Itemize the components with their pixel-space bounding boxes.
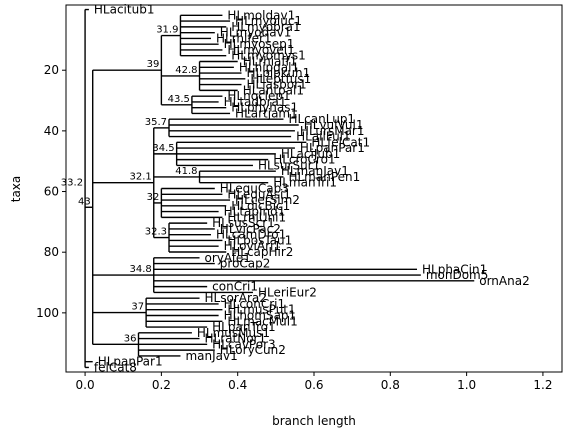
y-tick-label: 40 [44,124,59,138]
x-tick-label: 0.2 [152,378,171,392]
tip-label: ornAna2 [479,274,529,288]
tip-label: proCap2 [220,257,271,271]
tip-label: HLphyhas1 [231,101,298,115]
y-tick-label: 20 [44,63,59,77]
tip-label: monDom5 [426,268,489,282]
tip-label: HLrhiUni1 [227,210,286,224]
tip-label: HLequCab3 [220,182,289,196]
tip-label: HLmoldav1 [227,8,295,22]
tip-label: HLmusMus1 [197,326,270,340]
x-tick-label: 0.8 [381,378,400,392]
support-value: 32 [147,192,160,203]
tip-label: HLmyobra1 [231,20,300,34]
tip-label: HLmyosep1 [224,37,295,51]
tip-label: HLlasbor1 [247,78,307,92]
tip-label: HLrhiaff1 [243,55,298,69]
x-tick-label: 0.6 [304,378,323,392]
x-tick-label: 0.4 [228,378,247,392]
tip-label: HLtapInd1 [224,205,286,219]
support-value: 31.9 [156,25,178,36]
tip-label: HLcerSim2 [235,193,300,207]
support-value: 37 [131,302,144,313]
tip-label: HLrhifer1 [216,31,272,45]
support-value: 32.3 [145,227,167,238]
support-labels: 33.2 43 39 31.9 42.8 43.5 32.1 35.7 34.5 41.8 32 32… [61,25,198,345]
tip-label: HLhomSap1 [224,308,297,322]
tip-label: HLconCri1 [224,297,286,311]
tip-label: HLcroCro1 [273,153,335,167]
y-tick-label: 80 [44,245,59,259]
support-value: 35.7 [145,117,167,128]
support-value: 36 [124,333,137,344]
tip-label: HLacitub1 [94,3,155,17]
support-value: 34.8 [129,264,151,275]
tip-label: HLequAsi1 [227,187,291,201]
tip-label: HLmyovel1 [227,43,294,57]
tip-label: conCri1 [212,280,258,294]
tip-label: HLvulVul1 [304,118,364,132]
x-axis-ticks: 0.0 0.2 0.4 0.6 0.8 1.0 1.2 [76,372,552,392]
tip-label: HLpanPar1 [98,355,163,369]
tip-label: HLtadbra1 [224,95,287,109]
tip-label: HLeptfus1 [250,72,311,86]
tip-label: HLfelCat1 [311,135,370,149]
tip-label: HLpipkuh1 [247,66,311,80]
tip-label: HLmyodav1 [220,26,292,40]
tip-label: HLeriEur2 [258,285,317,299]
tip-label: HLcavPor3 [212,337,275,351]
tip-label: HLmusPut1 [227,303,295,317]
tip-label: HLailFul1 [296,130,351,144]
x-tick-label: 0.0 [76,378,95,392]
tip-labels: HLacitub1 HLmoldav1HLmyoluc1HLmyobra1HLmy… [94,3,530,375]
tip-label: HLoviAri1 [224,239,281,253]
tip-label: HLdicBic1 [231,199,290,213]
tip-label: felCat8 [94,360,137,374]
tip-label: manJav1 [185,349,237,363]
tip-label: HLoryCun2 [220,343,286,357]
tip-label: HLcanLup1 [288,112,355,126]
support-value: 33.2 [61,178,83,189]
tip-label: HLartjam1 [235,106,298,120]
tip-label: HLpanTro1 [212,320,276,334]
tip-label: HLbosTau1 [227,233,292,247]
tip-label: HLsorAra2 [205,291,267,305]
support-value: 39 [147,59,160,70]
support-value: 43.5 [168,94,190,105]
tip-label: HLsurSur1 [258,158,320,172]
support-value: 41.8 [175,166,197,177]
tip-label: HLcamDro1 [216,228,286,242]
tip-label: HLphaCin1 [422,262,487,276]
tip-label: HLmacMul1 [227,314,297,328]
support-value: 42.8 [175,65,197,76]
support-value: 32.1 [129,172,151,183]
tip-label: HLvicPac2 [220,222,281,236]
tip-label: HLmanJav1 [281,164,349,178]
tip-label: oryAfe1 [205,251,251,265]
tip-label: HLpanPar1 [300,141,365,155]
tip-label: HLmanTri1 [273,176,337,190]
tip-label: HLmyoluc1 [235,14,302,28]
x-tick-label: 1.2 [533,378,552,392]
y-axis-ticks: 20 40 60 80 100 [36,63,66,320]
tree-branches [84,8,475,369]
tip-label: HLaciJub1 [281,147,340,161]
y-axis-label: taxa [9,176,23,203]
tip-label: HLcapHir2 [231,245,293,259]
tip-label: HLsusScr1 [212,216,275,230]
support-value: 43 [78,196,91,207]
tip-label: HLnoclep1 [227,89,290,103]
tip-label: HLratNor1 [205,332,267,346]
tip-label: HLhipgal1 [239,60,299,74]
y-tick-label: 100 [36,306,59,320]
tip-label: HLursMar1 [300,124,365,138]
y-tick-label: 60 [44,185,59,199]
tip-label: HLantpal1 [243,83,304,97]
tip-label: HLmyomys1 [231,49,306,63]
x-axis-label: branch length [272,414,356,428]
tip-label: HLmanPen1 [288,170,360,184]
support-value: 34.5 [152,143,174,154]
x-tick-label: 1.0 [457,378,476,392]
